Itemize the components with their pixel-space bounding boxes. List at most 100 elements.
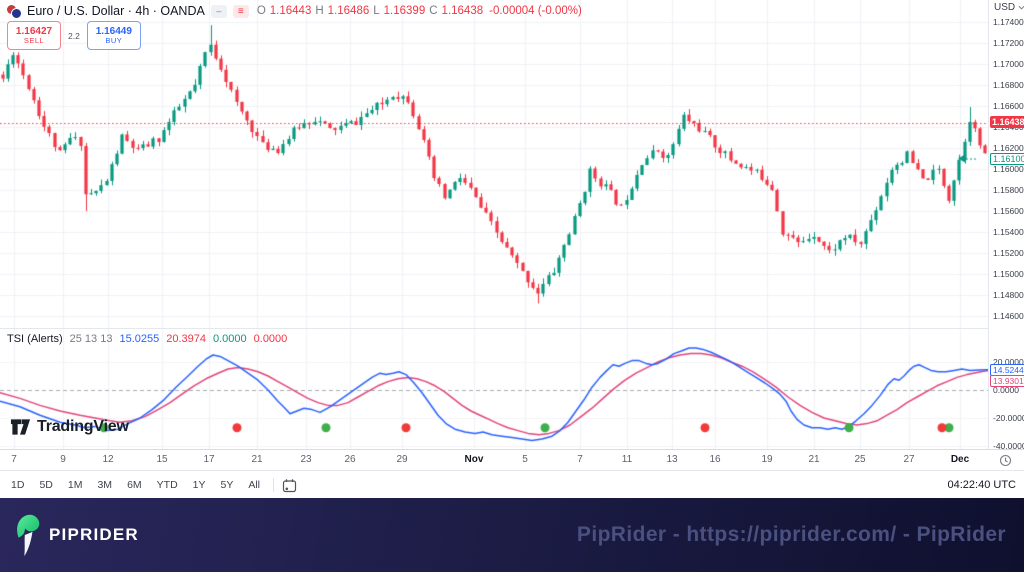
last-price-badge: 1.16438 xyxy=(990,116,1024,129)
time-axis-label: 7 xyxy=(577,454,583,465)
price-change: -0.00004 (-0.00%) xyxy=(489,5,582,17)
time-axis-label: 26 xyxy=(344,454,356,465)
range-5y[interactable]: 5Y xyxy=(220,479,234,491)
time-axis-label: 17 xyxy=(203,454,215,465)
time-axis-label: 9 xyxy=(60,454,66,465)
indicator-params: 25 13 13 xyxy=(69,333,113,345)
time-axis-label: 5 xyxy=(522,454,528,465)
price-axis-label: 1.15200 xyxy=(993,248,1024,258)
currency-pair-icon xyxy=(7,4,22,19)
sell-label: SELL xyxy=(23,35,45,45)
range-6m[interactable]: 6M xyxy=(127,479,142,491)
ohlc-close-value: 1.16438 xyxy=(441,5,484,17)
price-axis-label: 1.16800 xyxy=(993,80,1024,90)
indicator-value-4: 0.0000 xyxy=(253,333,288,345)
time-axis-label: 21 xyxy=(808,454,820,465)
symbol-title[interactable]: Euro / U.S. Dollar · 4h · OANDA xyxy=(27,4,205,18)
price-axis-label: 1.14600 xyxy=(993,311,1024,321)
price-axis-label: 1.15600 xyxy=(993,206,1024,216)
buy-sell-widget: 1.16427 SELL 2.2 1.16449 BUY xyxy=(7,21,141,50)
ohlc-open-value: 1.16443 xyxy=(269,5,312,17)
buy-price: 1.16449 xyxy=(95,25,132,37)
tradingview-logo-icon xyxy=(10,419,31,435)
ohlc-values: O 1.16443 H 1.16486 L 1.16399 C 1.16438 -0.0… xyxy=(257,5,582,17)
collapse-legend-icon[interactable]: – xyxy=(210,4,227,18)
bottom-toolbar: 1D 5D 1M 3M 6M YTD 1Y 5Y All 04:22:40 UT… xyxy=(0,470,1024,499)
toolbar-divider xyxy=(273,478,275,492)
buy-button[interactable]: 1.16449 BUY xyxy=(86,21,141,50)
range-ytd[interactable]: YTD xyxy=(156,479,178,491)
ohlc-low-value: 1.16399 xyxy=(383,5,426,17)
tsi-blue-value-badge: 14.5244 xyxy=(990,363,1024,376)
spread-value: 2.2 xyxy=(68,30,80,41)
price-axis-label: 1.15800 xyxy=(993,185,1024,195)
tsi-axis-label: 20.0000 xyxy=(993,357,1024,367)
price-axis-label: 1.14800 xyxy=(993,290,1024,300)
indicator-legend[interactable]: TSI (Alerts) 25 13 13 15.0255 20.3974 0.… xyxy=(7,333,287,345)
buy-label: BUY xyxy=(105,35,123,45)
time-axis-label: 29 xyxy=(396,454,408,465)
time-axis-label: Dec xyxy=(950,454,970,465)
time-axis-label: 27 xyxy=(903,454,915,465)
range-3m[interactable]: 3M xyxy=(97,479,113,491)
utc-clock[interactable]: 04:22:40 UTC xyxy=(947,479,1016,491)
chart-region: Euro / U.S. Dollar · 4h · OANDA – ≡ O 1.1… xyxy=(0,0,1024,499)
go-to-date-calendar-icon[interactable] xyxy=(282,478,297,493)
range-1m[interactable]: 1M xyxy=(67,479,83,491)
sell-price: 1.16427 xyxy=(15,25,53,37)
currency-selector-label: USD xyxy=(994,2,1016,13)
price-axis[interactable]: USD 1.17400 1.17200 1.17000 1.16800 1.16600 1… xyxy=(988,0,1024,451)
time-axis-label: 13 xyxy=(666,454,678,465)
ohlc-low-label: L xyxy=(373,5,380,17)
piprider-logo-icon xyxy=(17,514,40,557)
clock-icon[interactable] xyxy=(999,454,1012,467)
price-axis-label: 1.17200 xyxy=(993,38,1024,48)
pane-separator[interactable] xyxy=(0,328,1024,329)
tradingview-watermark[interactable]: TradingView xyxy=(10,417,129,437)
time-axis-label: 19 xyxy=(761,454,773,465)
price-axis-label: 1.15400 xyxy=(993,227,1024,237)
range-1d[interactable]: 1D xyxy=(11,479,25,491)
time-axis-label: 21 xyxy=(251,454,263,465)
price-axis-label: 1.17400 xyxy=(993,17,1024,27)
tradingview-watermark-text: TradingView xyxy=(37,418,129,435)
range-all[interactable]: All xyxy=(248,479,261,491)
time-axis-label: 25 xyxy=(854,454,866,465)
price-axis-label: 1.15000 xyxy=(993,269,1024,279)
indicator-value-2: 20.3974 xyxy=(166,333,206,345)
time-axis-label: 15 xyxy=(156,454,168,465)
sell-button[interactable]: 1.16427 SELL xyxy=(7,21,61,50)
ohlc-close-label: C xyxy=(429,5,438,17)
time-axis-label: 23 xyxy=(300,454,312,465)
legend-menu-icon[interactable]: ≡ xyxy=(232,4,249,18)
chart-legend: Euro / U.S. Dollar · 4h · OANDA – ≡ O 1.1… xyxy=(7,4,582,19)
alert-price-badge: 1.16100 xyxy=(990,152,1024,165)
tsi-axis-label: -40.0000 xyxy=(993,441,1024,451)
currency-selector[interactable]: USD xyxy=(989,2,1024,13)
ohlc-high-label: H xyxy=(315,5,324,17)
piprider-brand-text: PIPRIDER xyxy=(49,525,139,544)
range-1y[interactable]: 1Y xyxy=(192,479,206,491)
price-axis-label: 1.16600 xyxy=(993,101,1024,111)
price-axis-label: 1.16200 xyxy=(993,143,1024,153)
footer-banner: PIPRIDER PipRider - https://piprider.com… xyxy=(0,498,1024,572)
time-axis[interactable]: 7 9 12 15 17 21 23 26 29 Nov 5 7 11 13 16 19 21 25 27 Dec xyxy=(0,449,1024,471)
tsi-axis-label: 0.0000 xyxy=(993,385,1019,395)
footer-tagline: PipRider - https://piprider.com/ - PipRi… xyxy=(576,523,1006,546)
ohlc-high-value: 1.16486 xyxy=(327,5,370,17)
tsi-pink-value-badge: 13.9301 xyxy=(990,375,1024,388)
chevron-down-icon xyxy=(1018,5,1024,10)
piprider-brand: PIPRIDER xyxy=(14,512,139,558)
tsi-axis-label: -20.0000 xyxy=(993,413,1024,423)
price-axis-label: 1.17000 xyxy=(993,59,1024,69)
indicator-value-3: 0.0000 xyxy=(212,333,247,345)
indicator-name: TSI (Alerts) xyxy=(7,333,63,345)
chart-canvas[interactable] xyxy=(0,0,988,449)
time-axis-label: 7 xyxy=(11,454,17,465)
price-axis-label: 1.16000 xyxy=(993,164,1024,174)
indicator-value-1: 15.0255 xyxy=(119,333,160,345)
time-axis-label: 12 xyxy=(102,454,114,465)
ohlc-open-label: O xyxy=(256,5,266,17)
range-5d[interactable]: 5D xyxy=(39,479,53,491)
